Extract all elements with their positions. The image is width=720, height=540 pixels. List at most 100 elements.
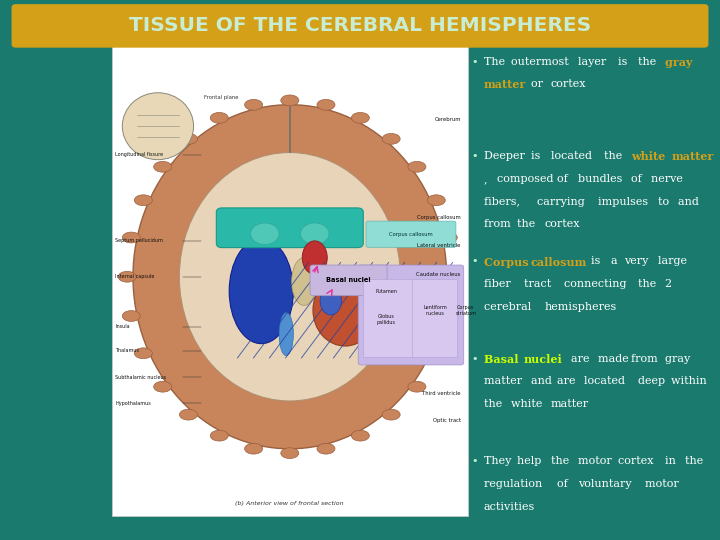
Text: 2: 2: [665, 279, 675, 289]
Text: •: •: [472, 354, 478, 364]
Ellipse shape: [251, 223, 279, 245]
Text: Lentiform
nucleus: Lentiform nucleus: [423, 305, 447, 315]
Text: the: the: [685, 456, 706, 467]
Ellipse shape: [122, 310, 140, 321]
Text: fiber: fiber: [484, 279, 514, 289]
Ellipse shape: [408, 381, 426, 392]
Text: Putamen: Putamen: [375, 288, 397, 294]
Text: •: •: [472, 456, 478, 467]
Ellipse shape: [317, 443, 335, 454]
Ellipse shape: [279, 313, 293, 356]
Text: Caudate nucleus: Caudate nucleus: [416, 272, 461, 277]
Ellipse shape: [210, 430, 228, 441]
Text: (b) Anterior view of frontal section: (b) Anterior view of frontal section: [235, 501, 344, 507]
Ellipse shape: [229, 239, 293, 343]
Ellipse shape: [427, 195, 445, 206]
Text: of: of: [557, 479, 572, 489]
Text: motor: motor: [644, 479, 682, 489]
Text: to: to: [658, 197, 672, 207]
Text: fibers,: fibers,: [484, 197, 523, 207]
Ellipse shape: [292, 258, 317, 306]
Ellipse shape: [408, 161, 426, 172]
Text: the: the: [551, 456, 572, 467]
Text: TISSUE OF THE CEREBRAL HEMISPHERES: TISSUE OF THE CEREBRAL HEMISPHERES: [129, 16, 591, 36]
Text: Septum pellucidum: Septum pellucidum: [115, 238, 163, 244]
Text: Corpus
striatum: Corpus striatum: [455, 305, 477, 315]
Text: impulses: impulses: [598, 197, 652, 207]
Text: the: the: [638, 279, 660, 289]
Ellipse shape: [313, 274, 377, 346]
Ellipse shape: [122, 232, 140, 243]
Text: or: or: [531, 79, 546, 90]
Text: tract: tract: [524, 279, 555, 289]
Text: from: from: [631, 354, 662, 364]
Text: the: the: [484, 399, 505, 409]
Text: of: of: [631, 174, 645, 184]
Text: cortex: cortex: [544, 219, 580, 230]
Text: Cerebrum: Cerebrum: [434, 117, 461, 122]
Text: bundles: bundles: [577, 174, 626, 184]
FancyBboxPatch shape: [310, 265, 387, 295]
Ellipse shape: [382, 133, 400, 144]
Text: ,: ,: [484, 174, 491, 184]
Ellipse shape: [118, 271, 136, 282]
Ellipse shape: [317, 99, 335, 110]
Ellipse shape: [135, 348, 153, 359]
Text: outermost: outermost: [510, 57, 572, 67]
Text: nuclei: nuclei: [524, 354, 563, 364]
Text: made: made: [598, 354, 632, 364]
Text: Deeper: Deeper: [484, 151, 528, 161]
Text: Basal nuclei: Basal nuclei: [326, 277, 371, 283]
Text: Corpus callosum: Corpus callosum: [389, 232, 433, 237]
Text: matter: matter: [484, 376, 526, 387]
FancyBboxPatch shape: [12, 5, 708, 47]
Text: gray: gray: [665, 354, 693, 364]
FancyBboxPatch shape: [112, 38, 468, 516]
FancyBboxPatch shape: [412, 279, 457, 357]
Text: Lateral ventricle: Lateral ventricle: [418, 243, 461, 248]
Ellipse shape: [302, 241, 327, 274]
Text: located: located: [585, 376, 629, 387]
Text: is: is: [531, 151, 544, 161]
Text: matter: matter: [551, 399, 589, 409]
Ellipse shape: [179, 133, 197, 144]
Text: They: They: [484, 456, 515, 467]
Text: white: white: [631, 151, 670, 162]
Text: and: and: [678, 197, 703, 207]
Text: large: large: [658, 256, 690, 267]
Text: from: from: [484, 219, 514, 230]
Text: cerebral: cerebral: [484, 302, 534, 312]
Text: Hypothalamus: Hypothalamus: [115, 401, 151, 406]
Text: •: •: [472, 57, 478, 67]
Ellipse shape: [135, 195, 153, 206]
Text: the: the: [518, 219, 539, 230]
Text: •: •: [472, 256, 478, 267]
Ellipse shape: [179, 409, 197, 420]
Text: is: is: [591, 256, 604, 267]
Text: the: the: [638, 57, 660, 67]
Text: of: of: [557, 174, 572, 184]
Ellipse shape: [300, 223, 329, 245]
Ellipse shape: [153, 161, 171, 172]
Text: Optic tract: Optic tract: [433, 417, 461, 423]
FancyBboxPatch shape: [363, 279, 414, 357]
Text: activities: activities: [484, 502, 535, 512]
Ellipse shape: [133, 105, 446, 449]
Text: composed: composed: [498, 174, 557, 184]
Text: are: are: [571, 354, 593, 364]
Text: in: in: [665, 456, 679, 467]
Ellipse shape: [439, 310, 457, 321]
Text: gray: gray: [665, 57, 696, 68]
Ellipse shape: [444, 271, 462, 282]
Text: matter: matter: [484, 79, 526, 90]
Text: help: help: [518, 456, 545, 467]
Ellipse shape: [427, 348, 445, 359]
Ellipse shape: [382, 409, 400, 420]
Ellipse shape: [179, 152, 400, 401]
FancyBboxPatch shape: [216, 208, 364, 248]
Text: nerve: nerve: [652, 174, 687, 184]
Text: Subthalamic nucleus: Subthalamic nucleus: [115, 375, 166, 380]
FancyBboxPatch shape: [366, 221, 456, 247]
Text: located: located: [551, 151, 595, 161]
Text: Insula: Insula: [115, 325, 130, 329]
